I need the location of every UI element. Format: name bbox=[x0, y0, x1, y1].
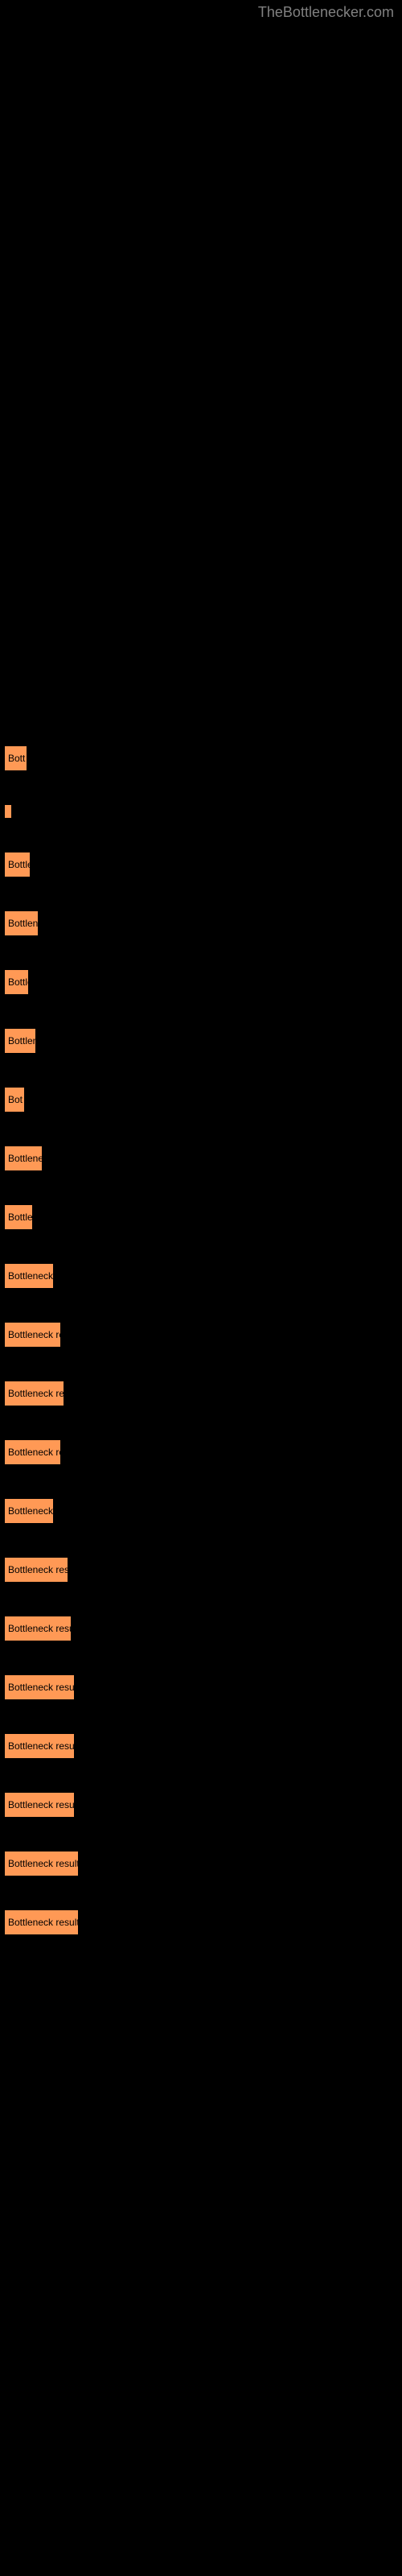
chart-bar: Bottle bbox=[4, 852, 31, 877]
chart-bar: Bottleneck result bbox=[4, 1733, 75, 1759]
bar-row: Bottlene bbox=[4, 1028, 398, 1058]
bar-row: Bottlenec bbox=[4, 910, 398, 940]
chart-bar: Bottleneck resu bbox=[4, 1322, 61, 1348]
chart-bar: Bottlen bbox=[4, 1204, 33, 1230]
chart-bar: Bottlenec bbox=[4, 910, 39, 936]
chart-bar: Bottleneck result bbox=[4, 1851, 79, 1876]
chart-bar: Bottleneck re bbox=[4, 1498, 54, 1524]
bar-row: Bottleneck bbox=[4, 1146, 398, 1175]
bar-row: Bottleneck result bbox=[4, 1733, 398, 1763]
bar-row: Bottleneck re bbox=[4, 1498, 398, 1528]
bar-row: Bottleneck res bbox=[4, 1263, 398, 1293]
bar-row: Bott bbox=[4, 745, 398, 775]
bar-row: Bottleneck result bbox=[4, 1557, 398, 1587]
bar-row: Bottleneck result bbox=[4, 1674, 398, 1704]
bar-row: Bottle bbox=[4, 969, 398, 999]
bar-row: Bottleneck resu bbox=[4, 1322, 398, 1352]
chart-bar: Bottleneck result bbox=[4, 1909, 79, 1935]
bar-row: Bottleneck resu bbox=[4, 1439, 398, 1469]
bar-row bbox=[4, 804, 398, 823]
chart-bar: Bot bbox=[4, 1087, 25, 1113]
chart-bar: Bottleneck result bbox=[4, 1792, 75, 1818]
chart-bar: Bottle bbox=[4, 969, 29, 995]
bar-row: Bot bbox=[4, 1087, 398, 1117]
bar-row: Bottleneck result bbox=[4, 1381, 398, 1410]
chart-bar: Bottleneck res bbox=[4, 1263, 54, 1289]
spacer bbox=[0, 21, 402, 745]
chart-bar: Bottleneck result bbox=[4, 1674, 75, 1700]
chart-container: Bott Bottle Bottlenec Bottle Bottlene Bot Bott… bbox=[0, 745, 402, 1939]
bar-row: Bottleneck result bbox=[4, 1616, 398, 1645]
chart-bar: Bottleneck resu bbox=[4, 1439, 61, 1465]
bar-row: Bottleneck result bbox=[4, 1792, 398, 1822]
bar-row: Bottleneck result bbox=[4, 1851, 398, 1880]
chart-bar: Bottleneck result bbox=[4, 1616, 72, 1641]
chart-bar bbox=[4, 804, 12, 819]
chart-bar: Bottleneck result bbox=[4, 1557, 68, 1583]
bar-row: Bottlen bbox=[4, 1204, 398, 1234]
chart-bar: Bott bbox=[4, 745, 27, 771]
chart-bar: Bottleneck bbox=[4, 1146, 43, 1171]
chart-bar: Bottleneck result bbox=[4, 1381, 64, 1406]
bar-row: Bottleneck result bbox=[4, 1909, 398, 1939]
bar-row: Bottle bbox=[4, 852, 398, 881]
watermark: TheBottlenecker.com bbox=[0, 0, 402, 21]
chart-bar: Bottlene bbox=[4, 1028, 36, 1054]
